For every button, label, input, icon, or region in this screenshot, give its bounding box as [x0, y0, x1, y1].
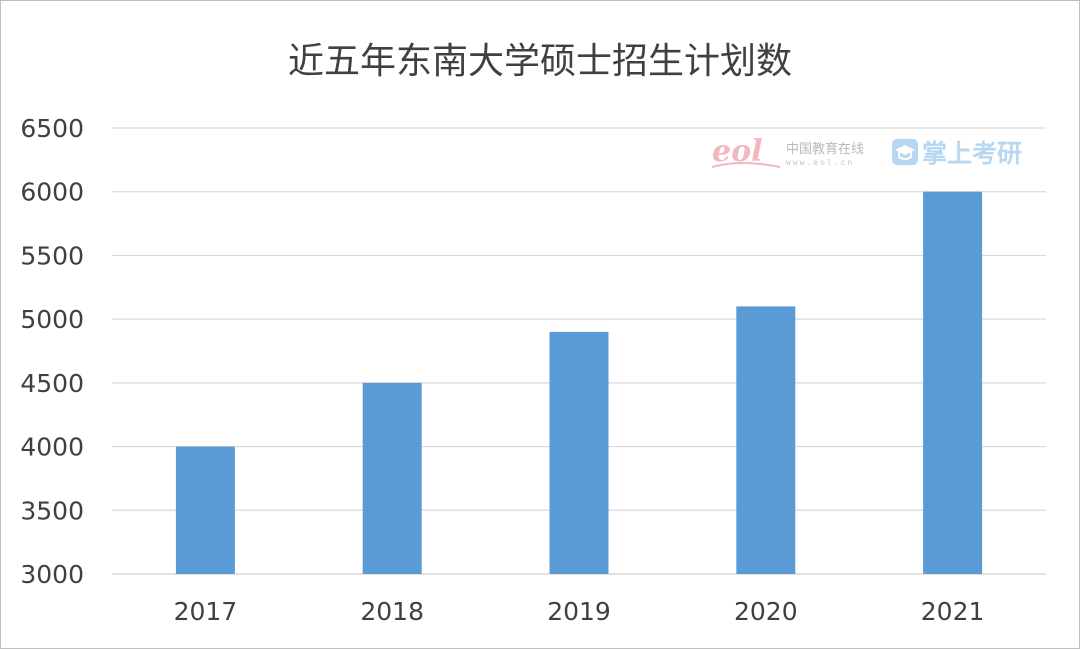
x-axis-tick-labels: 2017 2018 2019 2020 2021 — [174, 597, 985, 626]
y-tick-label: 4500 — [20, 369, 84, 398]
bar-2021 — [923, 191, 983, 574]
graduation-cap-icon — [892, 139, 918, 165]
bar-2018 — [362, 382, 422, 574]
x-tick-label: 2019 — [547, 597, 611, 626]
bar-2020 — [736, 306, 796, 574]
y-tick-label: 5000 — [20, 305, 84, 334]
y-tick-label: 6000 — [20, 178, 84, 207]
y-tick-label: 3500 — [20, 496, 84, 525]
site-url: www.eol.cn — [786, 158, 854, 167]
bar-2017 — [175, 446, 235, 574]
x-tick-label: 2021 — [921, 597, 985, 626]
x-tick-label: 2018 — [360, 597, 424, 626]
y-axis-tick-labels: 3000 3500 4000 4500 5000 5500 6000 6500 — [20, 114, 84, 589]
site-name: 中国教育在线 — [786, 141, 864, 157]
eol-logo-icon: eol — [711, 134, 781, 169]
bar-2019 — [549, 331, 609, 574]
x-tick-label: 2017 — [174, 597, 238, 626]
watermark: eol 中国教育在线 www.eol.cn 掌上考研 — [711, 134, 1022, 169]
brand-name: 掌上考研 — [922, 139, 1022, 168]
y-tick-label: 3000 — [20, 560, 84, 589]
y-tick-label: 6500 — [20, 114, 84, 143]
x-tick-label: 2020 — [734, 597, 798, 626]
chart-title: 近五年东南大学硕士招生计划数 — [287, 41, 792, 82]
bars — [175, 191, 983, 574]
y-tick-label: 4000 — [20, 433, 84, 462]
y-tick-label: 5500 — [20, 241, 84, 270]
